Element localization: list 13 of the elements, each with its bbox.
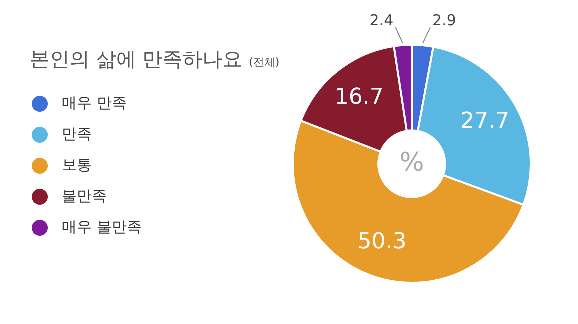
data-label: 2.4 xyxy=(370,11,394,30)
legend-label: 보통 xyxy=(61,155,93,176)
data-label: 27.7 xyxy=(460,109,510,134)
legend-label: 매우 만족 xyxy=(61,93,128,114)
text: (전체) xyxy=(249,56,280,69)
text: % xyxy=(400,148,424,178)
legend-label: 만족 xyxy=(61,124,93,145)
legend-label: 불만족 xyxy=(61,186,108,207)
text: 본인의 삶에 만족하나요 xyxy=(30,47,243,71)
data-label: 16.7 xyxy=(334,85,384,110)
legend-label: 매우 불만족 xyxy=(61,217,142,238)
data-label: 2.9 xyxy=(432,11,456,30)
data-label: 50.3 xyxy=(358,229,407,254)
